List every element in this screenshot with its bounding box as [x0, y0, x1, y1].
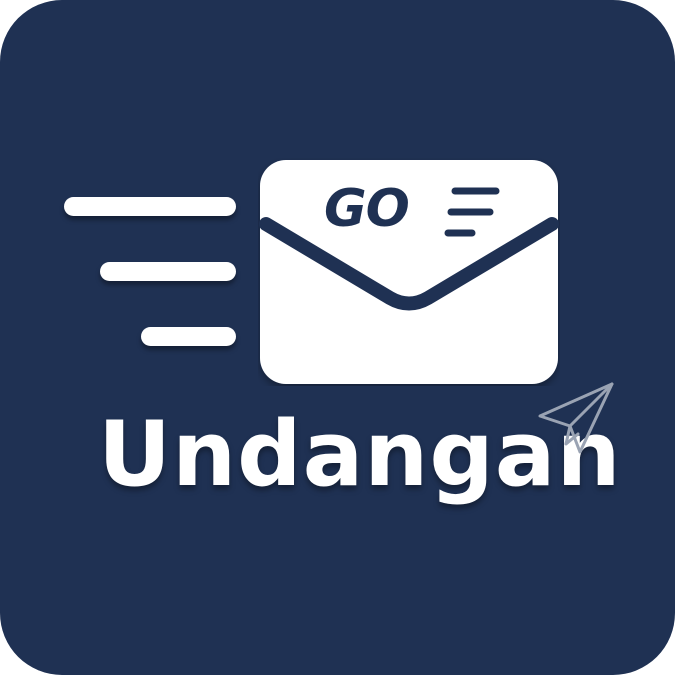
speed-line-short — [141, 327, 236, 346]
paper-plane-icon — [536, 380, 618, 456]
speed-line-long — [64, 197, 236, 216]
envelope-icon — [258, 158, 560, 386]
envelope-go-label: GO — [324, 179, 410, 239]
speed-lines-small — [444, 187, 500, 237]
speed-line-medium — [100, 262, 236, 281]
brand-name: Undangan — [98, 402, 622, 507]
